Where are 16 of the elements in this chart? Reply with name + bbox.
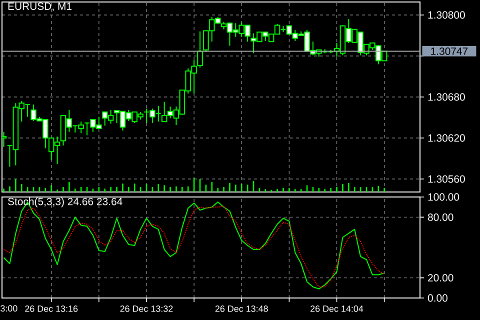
y-tick-label: 100.00 xyxy=(428,193,460,201)
x-tick-label: 26 Dec 14:04 xyxy=(310,306,364,312)
ref-line-label: 1.30747 xyxy=(431,48,468,55)
chart-title: Stoch(5,3,3) 24.66 23.64 xyxy=(8,198,122,208)
chart-title: EURUSD, M1 xyxy=(8,2,72,12)
y-tick-label: 1.30620 xyxy=(428,134,465,142)
y-tick-label: 20.00 xyxy=(428,274,454,282)
y-tick-label: 80.00 xyxy=(428,214,454,221)
text: 3:00 xyxy=(0,305,18,312)
y-tick-label: 1.30680 xyxy=(428,93,465,101)
x-tick-label: 26 Dec 13:16 xyxy=(25,306,78,312)
y-tick-label: 0.00 xyxy=(428,294,448,302)
x-tick-label: 26 Dec 13:48 xyxy=(215,306,268,312)
x-tick-label: 26 Dec 13:32 xyxy=(120,306,173,312)
y-tick-label: 1.30560 xyxy=(428,175,465,183)
y-tick-label: 1.30800 xyxy=(428,11,465,19)
